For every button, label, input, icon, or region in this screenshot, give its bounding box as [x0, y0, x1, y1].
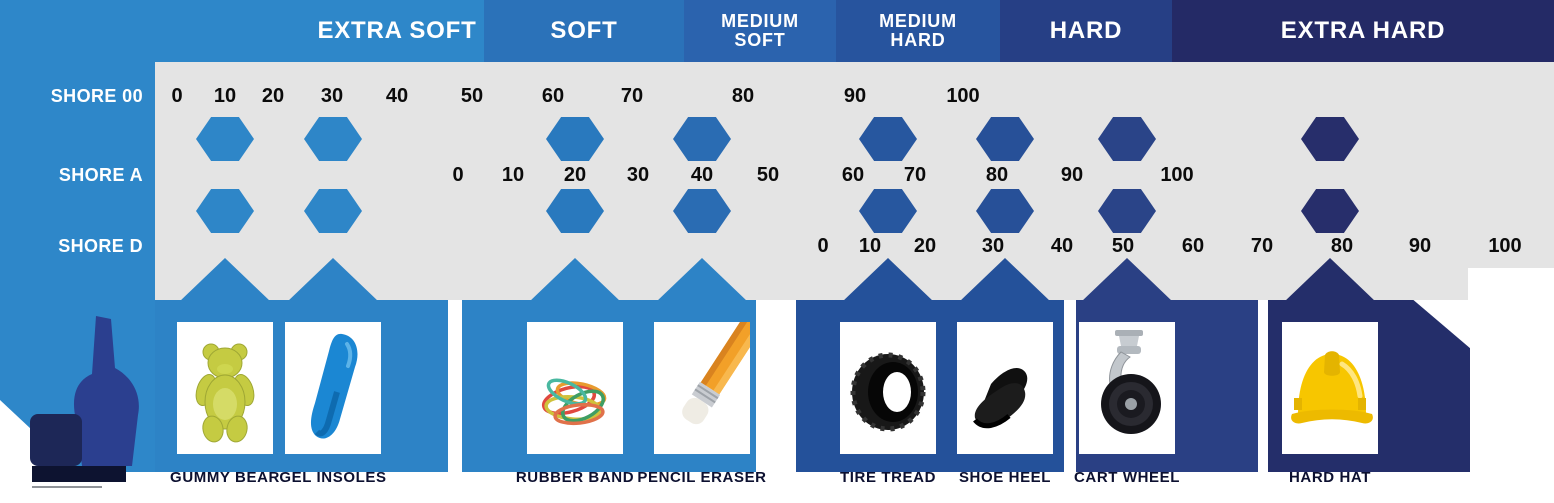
scale-tick: 0 — [171, 85, 183, 107]
scale-tick: 40 — [385, 85, 409, 107]
scale-row-label: SHORE A — [58, 165, 143, 185]
product-card — [654, 322, 750, 454]
shoe-heel-icon — [973, 367, 1028, 429]
scale-tick: 90 — [1060, 164, 1084, 186]
scale-tick: 70 — [620, 85, 644, 107]
gel-insole-icon — [310, 333, 358, 439]
tab-pointer-triangle — [287, 258, 379, 302]
scale-row-label: SHORE D — [58, 236, 143, 256]
product-card — [285, 322, 381, 454]
scale-tick: 80 — [985, 164, 1009, 186]
category-label: MEDIUM HARD — [879, 11, 957, 50]
product-label: RUBBER BAND — [515, 469, 635, 486]
product-label: GUMMY BEAR — [170, 469, 280, 486]
product-label: TIRE TREAD — [840, 469, 936, 486]
product-label: HARD HAT — [1288, 469, 1372, 486]
bottom-crop-strip — [0, 488, 1554, 503]
scale-tick: 40 — [690, 164, 714, 186]
tab-pointer-triangle — [179, 258, 271, 302]
scale-tick: 40 — [1050, 235, 1074, 257]
scale-tick: 100 — [1488, 235, 1522, 257]
gummy-bear-icon — [195, 343, 255, 443]
cart-wheel-icon — [1101, 330, 1161, 434]
tab-pointer-triangle — [842, 258, 934, 302]
scale-tick: 60 — [1181, 235, 1205, 257]
product-card — [1079, 322, 1175, 454]
category-label: EXTRA SOFT — [317, 17, 477, 45]
category-segment-soft: SOFT — [484, 0, 684, 62]
scale-tick: 20 — [913, 235, 937, 257]
category-label: SOFT — [550, 17, 618, 45]
product-card — [177, 322, 273, 454]
tab-pointer-triangle — [1284, 258, 1376, 302]
tab-pointer-triangle — [656, 258, 748, 302]
category-segment-medium-hard: MEDIUM HARD — [836, 0, 1000, 62]
scale-tick: 80 — [1330, 235, 1354, 257]
hard-hat-icon — [1291, 351, 1373, 424]
scale-tick: 10 — [213, 85, 237, 107]
product-label: GEL INSOLES — [279, 469, 387, 486]
tab-pointer-triangle — [959, 258, 1051, 302]
scale-tick: 30 — [626, 164, 650, 186]
category-segment-extra-hard: EXTRA HARD — [1172, 0, 1554, 62]
product-card — [957, 322, 1053, 454]
scale-tick: 10 — [501, 164, 525, 186]
scale-tick: 60 — [841, 164, 865, 186]
tab-pointer-triangle — [529, 258, 621, 302]
product-card — [840, 322, 936, 454]
category-label: MEDIUM SOFT — [721, 11, 799, 50]
band-corner-cutout — [1468, 268, 1554, 300]
pencil-eraser-icon — [682, 322, 750, 425]
scale-tick: 10 — [858, 235, 882, 257]
logo-wordmark-cropped — [32, 466, 126, 482]
scale-tick: 90 — [1408, 235, 1432, 257]
thumbs-up-icon — [30, 316, 139, 492]
product-label: PENCIL ERASER — [637, 469, 767, 486]
tab-pointer-triangle — [1081, 258, 1173, 302]
scale-tick: 20 — [563, 164, 587, 186]
product-label: SHOE HEEL — [958, 469, 1052, 486]
scale-tick: 20 — [261, 85, 285, 107]
scale-tick: 50 — [1111, 235, 1135, 257]
scale-tick: 30 — [320, 85, 344, 107]
scale-row-label: SHORE 00 — [50, 86, 143, 106]
scale-tick: 70 — [903, 164, 927, 186]
brand-logo — [18, 316, 168, 501]
product-label: CART WHEEL — [1074, 469, 1180, 486]
scale-tick: 80 — [731, 85, 755, 107]
tire-icon — [850, 352, 926, 432]
product-card — [1282, 322, 1378, 454]
category-label: HARD — [1049, 17, 1123, 45]
scale-tick: 90 — [843, 85, 867, 107]
scale-tick: 50 — [460, 85, 484, 107]
scale-tick: 60 — [541, 85, 565, 107]
scale-tick: 30 — [981, 235, 1005, 257]
category-label: EXTRA HARD — [1280, 17, 1446, 45]
scale-tick: 50 — [756, 164, 780, 186]
rubber-bands-icon — [541, 378, 607, 426]
scale-tick: 0 — [817, 235, 829, 257]
category-segment-hard: HARD — [1000, 0, 1172, 62]
scale-tick: 0 — [452, 164, 464, 186]
scale-tick: 100 — [1160, 164, 1194, 186]
scale-tick: 70 — [1250, 235, 1274, 257]
scale-tick: 100 — [946, 85, 980, 107]
category-segment-medium-soft: MEDIUM SOFT — [684, 0, 836, 62]
product-card — [527, 322, 623, 454]
